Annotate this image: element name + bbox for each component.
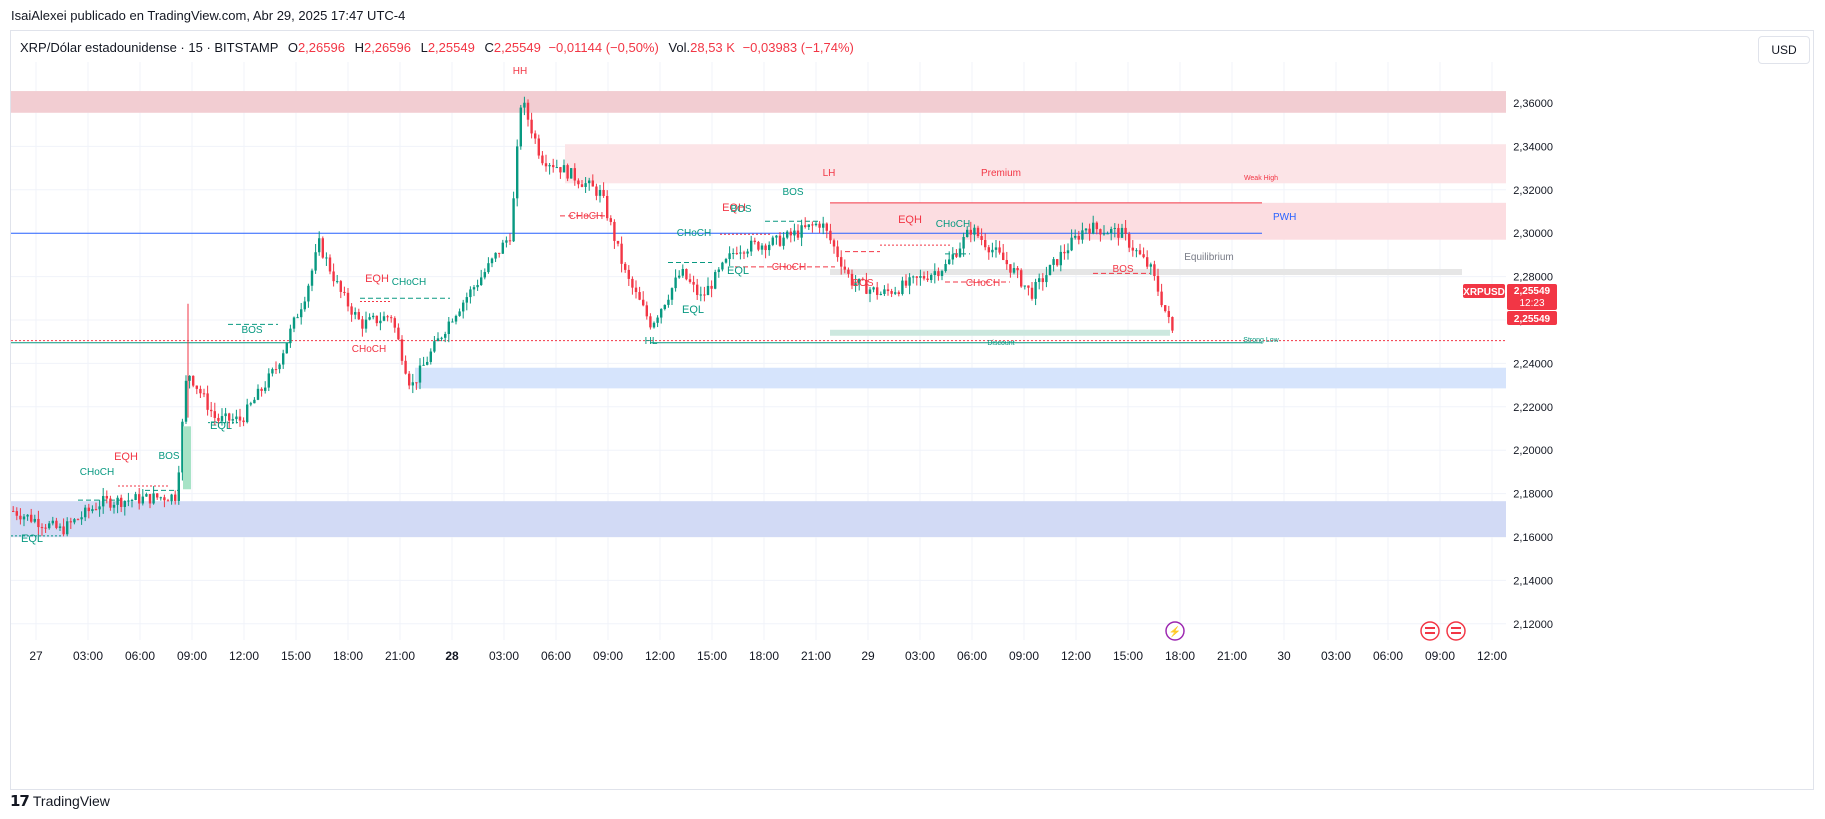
open-label: O (287, 40, 298, 55)
symbol-title[interactable]: XRP/Dólar estadounidense · 15 · BITSTAMP (20, 40, 279, 55)
low-value: 2,25549 (427, 40, 475, 55)
change-value: −0,01144 (−0,50%) (548, 40, 659, 55)
tradingview-brand[interactable]: 𝟭𝟳 TradingView (10, 792, 110, 810)
open-value: 2,26596 (297, 40, 345, 55)
brand-label: TradingView (32, 793, 110, 809)
high-value: 2,26596 (363, 40, 411, 55)
low-label: L (420, 40, 428, 55)
volume-value: 28,53 K (690, 40, 735, 55)
volume-label: Vol. (668, 40, 691, 55)
publish-line: IsaiAlexei publicado en TradingView.com,… (11, 8, 406, 23)
close-value: 2,25549 (493, 40, 541, 55)
volume-change: −0,03983 (−1,74%) (742, 40, 854, 55)
currency-button[interactable]: USD (1758, 36, 1810, 64)
tradingview-logo-icon: 𝟭𝟳 (10, 793, 30, 810)
symbol-legend: XRP/Dólar estadounidense · 15 · BITSTAMP… (20, 40, 854, 55)
high-label: H (354, 40, 364, 55)
close-label: C (484, 40, 494, 55)
chart-frame (10, 30, 1814, 790)
